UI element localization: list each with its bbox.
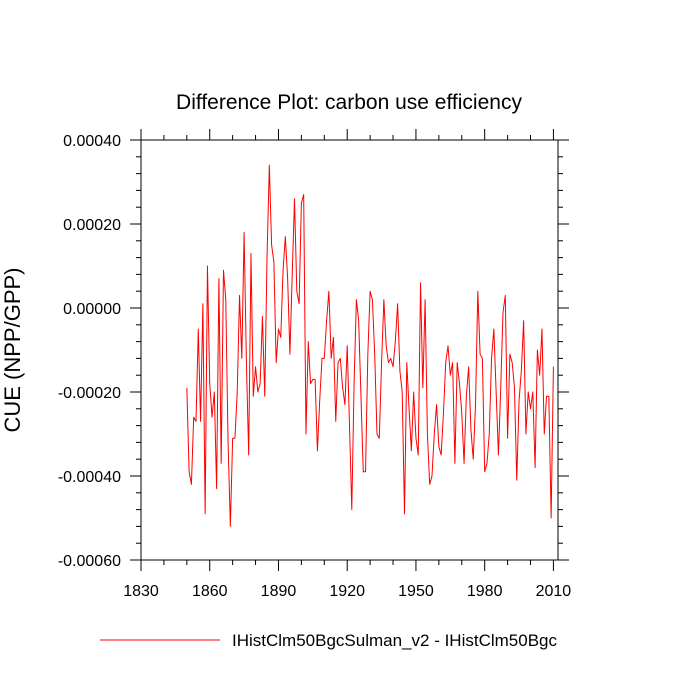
series-line <box>186 164 554 527</box>
y-tick-label: -0.00060 <box>58 553 121 570</box>
axes-layer: 1830 1860 1890 1920 1950 1980 2010 -0.00060 -0.0… <box>58 129 571 600</box>
y-tick-label: -0.00020 <box>58 385 121 402</box>
y-tick-label: 0.00040 <box>63 133 121 150</box>
x-tick-label: 1890 <box>261 583 297 600</box>
y-tick-label: 0.00020 <box>63 217 121 234</box>
x-tick-label: 1830 <box>123 583 159 600</box>
x-tick-label: 1980 <box>467 583 503 600</box>
plot-frame <box>140 139 559 561</box>
x-tick-label: 1860 <box>192 583 228 600</box>
y-tick-label: -0.00040 <box>58 469 121 486</box>
y-axis-label: CUE (NPP/GPP) <box>0 267 25 432</box>
legend-label: IHistClm50BgcSulman_v2 - IHistClm50Bgc <box>232 631 557 650</box>
series-layer <box>186 164 554 527</box>
y-tick-label: 0.00000 <box>63 301 121 318</box>
chart-title: Difference Plot: carbon use efficiency <box>176 91 522 114</box>
x-tick-label: 1950 <box>398 583 434 600</box>
legend: IHistClm50BgcSulman_v2 - IHistClm50Bgc <box>100 631 557 650</box>
x-tick-label: 1920 <box>329 583 365 600</box>
x-tick-label: 2010 <box>536 583 572 600</box>
